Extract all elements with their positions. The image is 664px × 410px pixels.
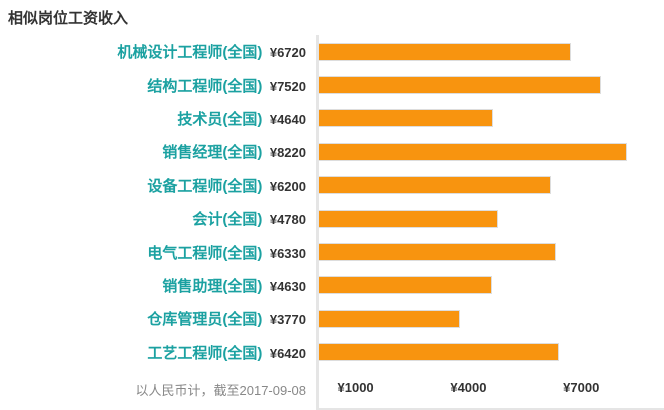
job-salary-value: ¥8220	[269, 145, 306, 161]
job-salary-value: ¥6200	[269, 178, 306, 194]
chart-footer: 以人民币计，截至2017-09-08 ¥1000 ¥4000 ¥7000	[0, 369, 664, 410]
bar-track	[318, 176, 664, 195]
salary-bar	[318, 309, 460, 328]
x-tick-label: ¥1000	[337, 380, 374, 396]
salary-bar	[318, 243, 557, 262]
job-salary-value: ¥6420	[269, 345, 306, 361]
chart-row: 结构工程师(全国) ¥7520	[0, 68, 664, 101]
job-label: 技术员(全国) ¥4640	[0, 108, 318, 129]
salary-bar	[318, 76, 601, 95]
job-name-link[interactable]: 结构工程师(全国)	[147, 77, 263, 95]
job-name-link[interactable]: 销售助理(全国)	[162, 277, 263, 295]
job-name-link[interactable]: 仓库管理员(全国)	[147, 311, 263, 329]
chart-row: 电气工程师(全国) ¥6330	[0, 235, 664, 268]
x-tick-label: ¥4000	[450, 380, 487, 396]
footer-note: 以人民币计，截至2017-09-08	[135, 382, 307, 398]
job-salary-value: ¥4640	[269, 111, 306, 127]
job-name-link[interactable]: 机械设计工程师(全国)	[117, 44, 263, 62]
job-label: 销售助理(全国) ¥4630	[0, 275, 318, 296]
bar-track	[318, 109, 664, 128]
job-label: 设备工程师(全国) ¥6200	[0, 175, 318, 196]
chart-row: 设备工程师(全国) ¥6200	[0, 169, 664, 202]
bar-track	[318, 42, 664, 61]
chart-row: 仓库管理员(全国) ¥3770	[0, 302, 664, 335]
job-label: 结构工程师(全国) ¥7520	[0, 75, 318, 96]
bar-track	[318, 276, 664, 295]
y-axis-line	[316, 35, 319, 410]
job-name-link[interactable]: 会计(全国)	[192, 211, 263, 229]
salary-bar	[318, 209, 498, 228]
job-salary-value: ¥7520	[269, 78, 306, 94]
job-salary-value: ¥4630	[269, 278, 306, 294]
x-axis-ticks: ¥1000 ¥4000 ¥7000	[318, 369, 664, 410]
job-salary-value: ¥3770	[269, 312, 306, 328]
salary-bar	[318, 343, 560, 362]
job-name-link[interactable]: 销售经理(全国)	[162, 144, 263, 162]
salary-bar	[318, 276, 493, 295]
job-salary-value: ¥6720	[269, 45, 306, 61]
job-label: 仓库管理员(全国) ¥3770	[0, 308, 318, 329]
chart-row: 技术员(全国) ¥4640	[0, 102, 664, 135]
salary-bar	[318, 109, 493, 128]
x-tick-label: ¥7000	[563, 380, 600, 396]
job-label: 机械设计工程师(全国) ¥6720	[0, 41, 318, 62]
chart-row: 工艺工程师(全国) ¥6420	[0, 336, 664, 369]
bar-track	[318, 243, 664, 262]
chart-rows: 机械设计工程师(全国) ¥6720 结构工程师(全国) ¥7520 技术员(全国…	[0, 35, 664, 369]
job-label: 电气工程师(全国) ¥6330	[0, 242, 318, 263]
job-salary-value: ¥4780	[269, 212, 306, 228]
job-salary-value: ¥6330	[269, 245, 306, 261]
job-name-link[interactable]: 设备工程师(全国)	[147, 177, 263, 195]
bar-track	[318, 209, 664, 228]
salary-bar	[318, 142, 628, 161]
job-name-link[interactable]: 工艺工程师(全国)	[147, 344, 263, 362]
job-name-link[interactable]: 电气工程师(全国)	[147, 244, 263, 262]
bar-track	[318, 309, 664, 328]
chart-row: 会计(全国) ¥4780	[0, 202, 664, 235]
job-label: 工艺工程师(全国) ¥6420	[0, 342, 318, 363]
chart-row: 销售助理(全国) ¥4630	[0, 269, 664, 302]
job-label: 销售经理(全国) ¥8220	[0, 141, 318, 162]
bar-track	[318, 142, 664, 161]
chart-row: 机械设计工程师(全国) ¥6720	[0, 35, 664, 68]
bar-track	[318, 76, 664, 95]
chart-row: 销售经理(全国) ¥8220	[0, 135, 664, 168]
job-name-link[interactable]: 技术员(全国)	[177, 110, 263, 128]
salary-bar	[318, 42, 571, 61]
salary-bar	[318, 176, 552, 195]
page-title: 相似岗位工资收入	[8, 10, 129, 27]
job-label: 会计(全国) ¥4780	[0, 208, 318, 229]
bar-track	[318, 343, 664, 362]
